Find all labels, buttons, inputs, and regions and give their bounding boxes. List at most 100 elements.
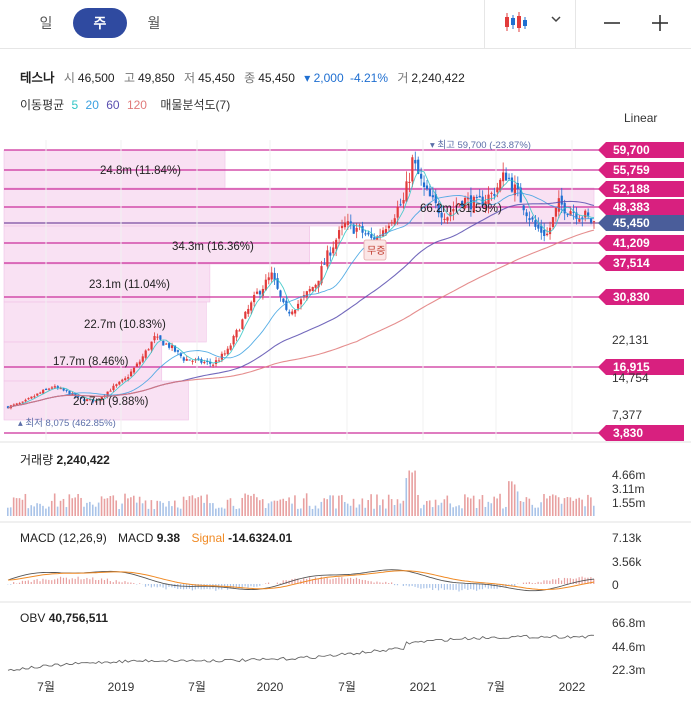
volume-profile-label: 17.7m (8.46%) xyxy=(53,356,129,368)
volume-bar xyxy=(382,499,384,516)
volume-bar xyxy=(241,497,243,516)
macd-histogram-bar xyxy=(98,580,100,584)
volume-bar xyxy=(428,500,431,516)
indicator-legend[interactable]: 이동평균 5 20 60 120 매물분석도(7) xyxy=(20,96,230,113)
macd-panel-title: MACD (12,26,9) MACD 9.38 Signal -14.6324… xyxy=(20,531,292,545)
macd-histogram-bar xyxy=(51,580,53,584)
macd-histogram-bar xyxy=(358,578,360,584)
macd-histogram-bar xyxy=(92,577,94,584)
candle-body xyxy=(47,388,51,390)
candle-body xyxy=(472,196,475,213)
candle-body xyxy=(15,403,18,405)
obv-label: OBV xyxy=(20,611,46,625)
tab-monthly[interactable]: 월 xyxy=(147,15,161,31)
price-badge xyxy=(598,199,684,215)
candle-body xyxy=(261,288,265,296)
candle-body xyxy=(370,234,373,238)
macd-histogram-bar xyxy=(45,579,47,584)
macd-histogram-bar xyxy=(528,581,530,584)
candle-body xyxy=(522,205,525,211)
macd-histogram-bar xyxy=(555,579,557,584)
chevron-down-icon[interactable] xyxy=(550,12,562,30)
volume-bar xyxy=(355,507,358,516)
volume-bar xyxy=(563,498,566,516)
volume-bar xyxy=(141,503,144,516)
candlestick-chart-icon[interactable] xyxy=(503,11,529,38)
macd-histogram-bar xyxy=(367,580,369,584)
minus-icon[interactable] xyxy=(603,14,621,37)
macd-histogram-bar xyxy=(335,578,337,584)
macd-histogram-bar xyxy=(89,579,91,584)
candle-body xyxy=(349,221,352,224)
candle-body xyxy=(56,386,59,389)
low-label: 저 xyxy=(184,71,196,85)
macd-histogram-bar xyxy=(326,578,328,584)
volume-bar xyxy=(411,472,413,516)
volume-bar xyxy=(364,507,367,516)
scale-selector[interactable]: Linear xyxy=(624,111,658,125)
macd-histogram-bar xyxy=(121,582,123,584)
macd-histogram-bar xyxy=(10,584,12,585)
macd-histogram-bar xyxy=(62,577,65,584)
candle-body xyxy=(197,358,200,360)
volume-bar xyxy=(335,508,337,516)
obv-value: 40,756,511 xyxy=(48,611,109,625)
volume-bar xyxy=(417,494,419,516)
macd-histogram-bar xyxy=(560,580,563,584)
macd-histogram-bar xyxy=(80,579,82,584)
tab-weekly[interactable]: 주 xyxy=(73,8,127,38)
volume-bar xyxy=(431,507,434,516)
volume-bar xyxy=(572,500,575,516)
price-badge xyxy=(598,181,684,197)
macd-histogram-bar xyxy=(552,579,554,584)
candle-body xyxy=(112,385,115,390)
macd-histogram-bar xyxy=(376,581,378,584)
macd-histogram-bar xyxy=(95,579,97,584)
candle-body xyxy=(144,350,147,358)
volume-bar xyxy=(294,495,296,516)
volume-bar xyxy=(74,497,76,516)
volume-bar xyxy=(165,506,167,516)
macd-histogram-bar xyxy=(417,584,419,588)
candle-body xyxy=(185,358,188,361)
macd-histogram-bar xyxy=(139,583,141,584)
macd-histogram-bar xyxy=(373,582,375,584)
plus-icon[interactable] xyxy=(651,14,669,37)
price-badge-label: 59,700 xyxy=(613,143,650,157)
volume-bar xyxy=(235,508,238,516)
x-axis-tick: 2021 xyxy=(410,680,437,694)
event-marker-box xyxy=(363,239,387,261)
macd-histogram-bar xyxy=(473,584,475,590)
candle-body xyxy=(329,252,332,256)
macd-histogram-bar xyxy=(446,584,448,590)
macd-histogram-bar xyxy=(540,582,542,584)
toolbar-divider xyxy=(575,0,576,48)
candle-body xyxy=(223,353,226,355)
tab-daily[interactable]: 일 xyxy=(39,15,53,31)
macd-histogram-bar xyxy=(525,582,528,584)
candle-body xyxy=(584,210,587,218)
macd-histogram-bar xyxy=(103,580,106,584)
price-badge xyxy=(598,215,684,231)
candle-body xyxy=(314,284,317,288)
volume-bar xyxy=(162,502,164,516)
volume-bar xyxy=(9,507,12,516)
macd-histogram-bar xyxy=(24,580,26,584)
volume-bar xyxy=(379,505,381,516)
volume-bar xyxy=(130,497,132,516)
macd-histogram-bar xyxy=(405,584,407,586)
volume-bar xyxy=(408,470,411,516)
macd-histogram-bar xyxy=(581,576,583,584)
volume-bar xyxy=(490,503,493,516)
candle-body xyxy=(220,353,223,360)
macd-histogram-bar xyxy=(566,578,569,584)
macd-histogram-bar xyxy=(250,584,252,587)
macd-histogram-bar xyxy=(133,583,135,584)
candle-body xyxy=(525,212,528,217)
candle-body xyxy=(244,311,247,319)
macd-histogram-bar xyxy=(549,580,551,584)
candle-body xyxy=(572,211,575,213)
volume-bar xyxy=(393,504,396,516)
macd-histogram-bar xyxy=(267,582,270,584)
